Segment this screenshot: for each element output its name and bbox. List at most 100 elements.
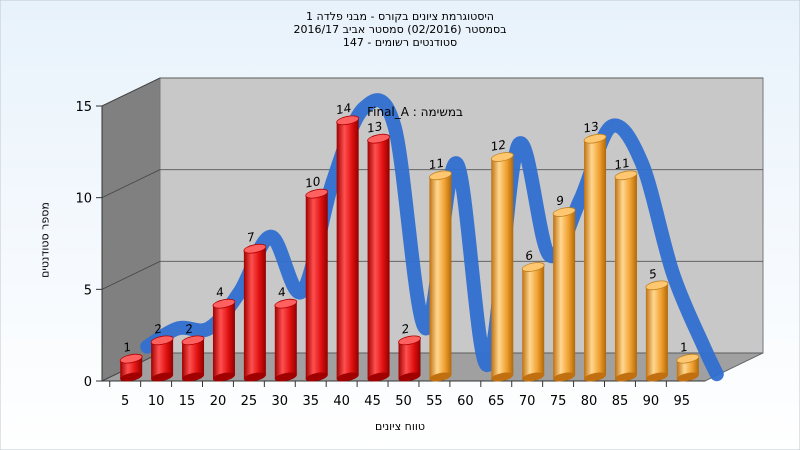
x-tick-label: 65 <box>488 394 505 409</box>
x-tick-label: 85 <box>612 394 629 409</box>
x-tick-label: 55 <box>426 394 443 409</box>
x-tick-label: 35 <box>302 394 319 409</box>
bar <box>645 283 668 379</box>
bar-top <box>243 243 267 254</box>
bar-group: 1 <box>119 340 143 382</box>
bar-top <box>645 280 669 291</box>
x-tick-label: 10 <box>148 394 165 409</box>
bar-group: 1 <box>676 340 700 382</box>
bar-top <box>676 353 700 364</box>
bar-group: 4 <box>274 285 298 382</box>
y-tick-label: 0 <box>84 375 92 390</box>
bar-base <box>584 372 607 382</box>
bar-group: 13 <box>583 119 607 382</box>
x-tick-label: 70 <box>519 394 536 409</box>
bar <box>614 173 637 379</box>
bar <box>243 246 266 379</box>
bar-top <box>614 170 638 181</box>
bar-base <box>553 372 576 382</box>
bar-top <box>150 335 174 346</box>
chart-subtitle-students: סטודנטים רשומים - 147 <box>342 36 458 49</box>
bar <box>182 338 205 379</box>
bar-group: 13 <box>367 119 390 382</box>
bar-value-label: 4 <box>278 285 286 300</box>
bar-value-label: 13 <box>583 119 598 136</box>
bar-top <box>336 115 360 126</box>
bar-top <box>119 353 143 364</box>
bar-value-label: 1 <box>123 340 131 355</box>
gridline-side <box>101 77 161 107</box>
bar-base <box>336 372 359 382</box>
bar-base <box>212 372 235 382</box>
bar-value-label: 6 <box>525 248 533 263</box>
bar-group: 4 <box>212 285 236 382</box>
bar-base <box>614 372 637 382</box>
bar-top <box>212 298 236 309</box>
bar-group: 7 <box>243 230 267 382</box>
bar-value-label: 9 <box>556 193 564 208</box>
bar-base <box>491 372 514 382</box>
gridline-side <box>101 169 161 199</box>
x-axis-title: טווח ציונים <box>375 420 425 433</box>
bar-group: 6 <box>521 248 545 382</box>
bar-group: 9 <box>552 193 576 382</box>
y-tick-label: 15 <box>75 100 92 115</box>
bar-top <box>181 335 205 346</box>
bar-value-label: 4 <box>216 285 224 300</box>
bar-group: 11 <box>429 156 452 382</box>
bar-value-label: 2 <box>185 321 193 336</box>
bar <box>336 118 359 379</box>
x-tick-label: 20 <box>210 394 227 409</box>
bar-top <box>490 152 514 162</box>
bar-value-label: 12 <box>491 137 506 154</box>
bar-value-label: 14 <box>336 101 351 118</box>
bar-group: 2 <box>181 321 205 382</box>
y-tick-label: 5 <box>84 283 92 298</box>
bar-value-label: 11 <box>429 156 444 173</box>
bar <box>522 265 545 379</box>
chart-title-block: היסטוגרמת ציונים בקורס - מבני פלדה 1 בסמ… <box>0 10 800 49</box>
bar-value-label: 2 <box>402 321 410 336</box>
bar-value-label: 1 <box>680 340 688 355</box>
bar <box>429 173 452 379</box>
bar-group: 12 <box>490 137 514 382</box>
y-tick-label: 10 <box>75 192 92 207</box>
bar <box>584 136 607 379</box>
bar-top <box>583 133 607 144</box>
bar-value-label: 2 <box>154 321 162 336</box>
bar-group: 14 <box>336 101 360 382</box>
curve-annotation: Final_A : במשימה <box>367 105 463 119</box>
gridline-side <box>101 260 161 290</box>
bar-base <box>645 372 668 382</box>
bar <box>367 136 390 379</box>
bar <box>212 301 235 379</box>
bar-value-label: 10 <box>305 174 320 191</box>
bar-base <box>305 372 328 382</box>
x-tick-label: 5 <box>121 394 129 409</box>
x-tick-label: 60 <box>457 394 474 409</box>
chart-title: היסטוגרמת ציונים בקורס - מבני פלדה 1 <box>306 10 494 23</box>
bar <box>398 338 421 379</box>
bar-base <box>367 372 390 382</box>
bar-top <box>274 298 298 309</box>
x-tick-label: 45 <box>364 394 381 409</box>
chart-subtitle-semester: בסמסטר (02/2016) סמסטר אביב 2016/17 <box>293 23 507 36</box>
x-tick-label: 80 <box>581 394 598 409</box>
bar <box>151 338 174 379</box>
bar-base <box>182 372 205 382</box>
bar-top <box>521 262 545 272</box>
bar-base <box>151 372 174 382</box>
x-tick-label: 25 <box>241 394 258 409</box>
bar-base <box>398 372 421 382</box>
bar-top <box>552 207 576 217</box>
x-tick-label: 95 <box>674 394 691 409</box>
bar-top <box>305 188 329 199</box>
bar-group: 5 <box>645 266 669 382</box>
bar-base <box>243 372 266 382</box>
bar-group: 2 <box>150 321 174 382</box>
x-tick-label: 75 <box>550 394 567 409</box>
bar-group: 11 <box>614 156 638 382</box>
bar-base <box>429 372 452 382</box>
bar-base <box>120 372 143 382</box>
y-axis-title: מספר סטודנטים <box>38 202 52 278</box>
